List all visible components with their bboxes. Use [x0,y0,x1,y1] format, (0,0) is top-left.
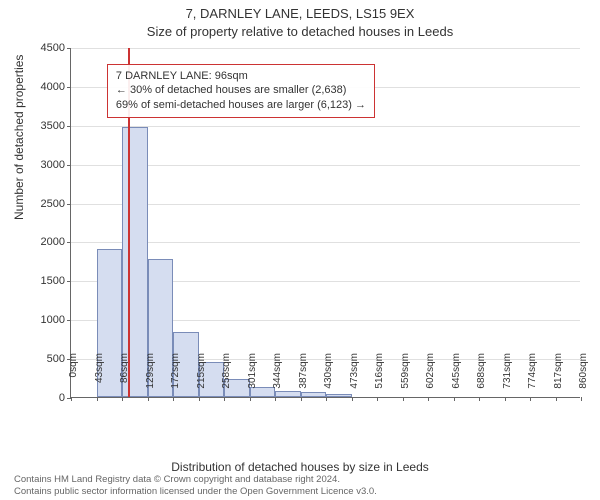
footer-line-1: Contains HM Land Registry data © Crown c… [14,474,377,486]
x-tick-label: 430sqm [323,353,334,403]
annotation-line-1: 7 DARNLEY LANE: 96sqm [116,69,366,84]
y-tick-label: 4000 [41,81,71,93]
x-tick-label: 860sqm [578,353,589,403]
x-tick-label: 645sqm [451,353,462,403]
x-tick-label: 516sqm [374,353,385,403]
chart-plot-area: 0500100015002000250030003500400045000sqm… [70,48,580,398]
chart-subtitle: Size of property relative to detached ho… [0,24,600,39]
x-tick-label: 258sqm [221,353,232,403]
x-tick-label: 215sqm [196,353,207,403]
x-tick-label: 172sqm [170,353,181,403]
x-tick-label: 129sqm [145,353,156,403]
x-tick-label: 817sqm [553,353,564,403]
chart-title: 7, DARNLEY LANE, LEEDS, LS15 9EX [0,6,600,21]
y-axis-label: Number of detached properties [12,55,26,220]
footer-attribution: Contains HM Land Registry data © Crown c… [14,474,377,498]
gridline [71,48,580,49]
annotation-box: 7 DARNLEY LANE: 96sqm ← 30% of detached … [107,64,375,119]
x-tick-label: 559sqm [400,353,411,403]
annotation-line-2: ← 30% of detached houses are smaller (2,… [116,83,366,98]
x-tick-label: 387sqm [298,353,309,403]
footer-line-2: Contains public sector information licen… [14,486,377,498]
x-tick-label: 774sqm [527,353,538,403]
y-tick-label: 2500 [41,198,71,210]
y-tick-label: 2000 [41,236,71,248]
y-tick-label: 4500 [41,42,71,54]
x-tick-label: 473sqm [349,353,360,403]
y-tick-label: 3000 [41,159,71,171]
x-tick-label: 602sqm [425,353,436,403]
x-tick-label: 0sqm [68,353,79,403]
y-tick-label: 3500 [41,120,71,132]
x-tick-label: 43sqm [94,353,105,403]
x-tick-label: 731sqm [502,353,513,403]
x-tick-label: 344sqm [272,353,283,403]
x-tick-label: 688sqm [476,353,487,403]
y-tick-label: 1000 [41,314,71,326]
x-axis-label: Distribution of detached houses by size … [0,460,600,474]
y-tick-label: 1500 [41,275,71,287]
x-tick-label: 301sqm [247,353,258,403]
annotation-line-3: 69% of semi-detached houses are larger (… [116,98,366,113]
